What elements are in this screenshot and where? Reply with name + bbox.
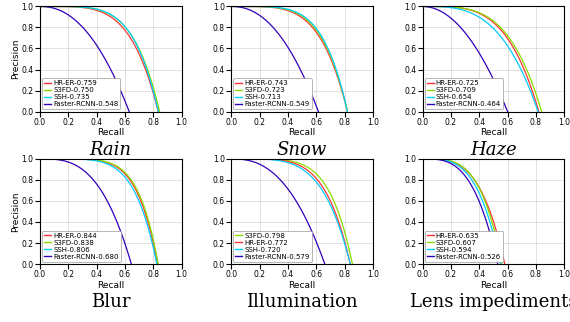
Text: Haze: Haze xyxy=(470,141,517,159)
Text: Lens impediments: Lens impediments xyxy=(410,293,570,311)
Text: Rain: Rain xyxy=(89,141,132,159)
Legend: HR-ER-0.844, S3FD-0.838, SSH-0.806, Faster-RCNN-0.680: HR-ER-0.844, S3FD-0.838, SSH-0.806, Fast… xyxy=(42,231,121,262)
Legend: HR-ER-0.743, S3FD-0.723, SSH-0.713, Faster-RCNN-0.549: HR-ER-0.743, S3FD-0.723, SSH-0.713, Fast… xyxy=(233,78,312,109)
X-axis label: Recall: Recall xyxy=(480,281,507,290)
X-axis label: Recall: Recall xyxy=(288,281,316,290)
Text: Snow: Snow xyxy=(277,141,327,159)
X-axis label: Recall: Recall xyxy=(288,128,316,137)
Legend: HR-ER-0.725, S3FD-0.709, SSH-0.654, Faster-RCNN-0.464: HR-ER-0.725, S3FD-0.709, SSH-0.654, Fast… xyxy=(425,78,503,109)
Text: Illumination: Illumination xyxy=(246,293,358,311)
X-axis label: Recall: Recall xyxy=(97,281,124,290)
X-axis label: Recall: Recall xyxy=(480,128,507,137)
Legend: HR-ER-0.759, S3FD-0.750, SSH-0.735, Faster-RCNN-0.548: HR-ER-0.759, S3FD-0.750, SSH-0.735, Fast… xyxy=(42,78,120,109)
Legend: HR-ER-0.635, S3FD-0.607, SSH-0.594, Faster-RCNN-0.526: HR-ER-0.635, S3FD-0.607, SSH-0.594, Fast… xyxy=(425,231,503,262)
Legend: S3FD-0.798, HR-ER-0.772, SSH-0.720, Faster-RCNN-0.579: S3FD-0.798, HR-ER-0.772, SSH-0.720, Fast… xyxy=(233,231,312,262)
X-axis label: Recall: Recall xyxy=(97,128,124,137)
Text: Blur: Blur xyxy=(91,293,131,311)
Y-axis label: Precision: Precision xyxy=(11,39,20,79)
Y-axis label: Precision: Precision xyxy=(11,191,20,232)
